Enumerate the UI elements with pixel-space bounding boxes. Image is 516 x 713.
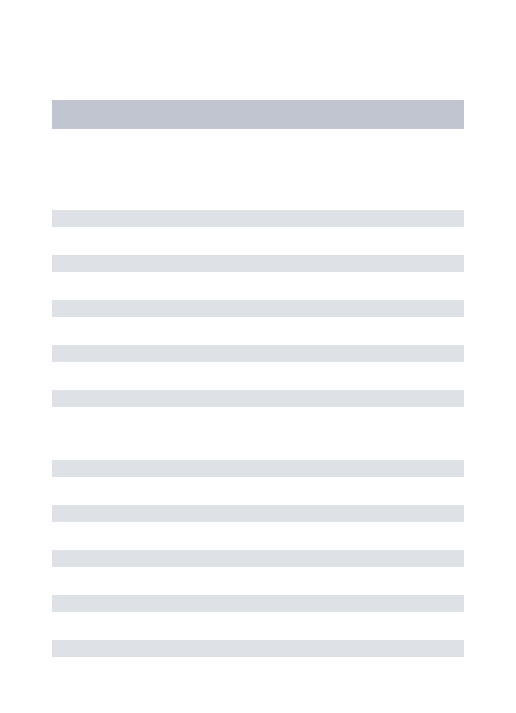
skeleton-line: [52, 505, 464, 522]
skeleton-line: [52, 640, 464, 657]
skeleton-line: [52, 390, 464, 407]
skeleton-line: [52, 460, 464, 477]
skeleton-line: [52, 345, 464, 362]
skeleton-group-gap: [52, 435, 464, 460]
skeleton-line: [52, 550, 464, 567]
skeleton-line: [52, 210, 464, 227]
skeleton-line: [52, 595, 464, 612]
skeleton-header-bar: [52, 100, 464, 129]
skeleton-group-2: [52, 460, 464, 657]
skeleton-group-1: [52, 210, 464, 407]
skeleton-line: [52, 255, 464, 272]
skeleton-line: [52, 300, 464, 317]
